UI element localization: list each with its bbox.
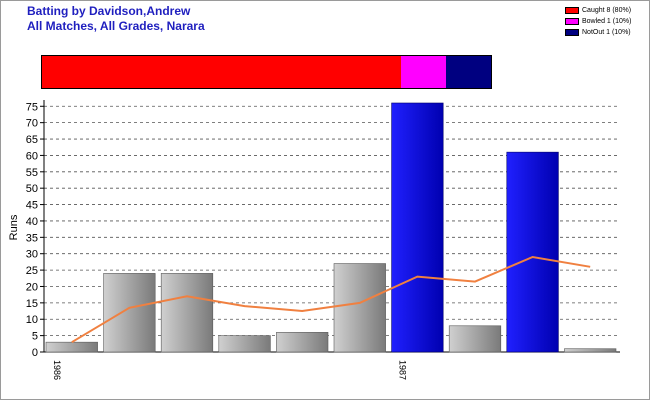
legend-item-notout: NotOut 1 (10%): [565, 27, 631, 37]
y-axis-title: Runs: [8, 214, 20, 240]
y-tick-label: 20: [26, 281, 38, 293]
x-tick-label: 1986: [52, 360, 62, 380]
bar-out: [45, 341, 98, 353]
bar-out: [333, 263, 386, 353]
y-tick-label: 5: [32, 331, 38, 343]
bar-not-out: [391, 102, 444, 353]
bar-out: [564, 348, 617, 353]
y-tick-label: 45: [26, 200, 38, 212]
y-tick-label: 25: [26, 265, 38, 277]
y-tick-label: 15: [26, 298, 38, 310]
legend-label-notout: NotOut 1 (10%): [582, 28, 631, 36]
y-tick-label: 60: [26, 150, 38, 162]
legend-label-caught: Caught 8 (80%): [582, 6, 632, 14]
legend-swatch-caught: [565, 6, 579, 14]
bar-out: [103, 273, 156, 353]
trend-line: [71, 255, 591, 344]
y-tick-label: 75: [26, 101, 38, 113]
legend-item-caught: Caught 8 (80%): [565, 5, 631, 15]
legend-swatch-notout: [565, 28, 579, 36]
legend-label-bowled: Bowled 1 (10%): [582, 17, 632, 25]
bar-not-out: [506, 151, 559, 353]
bar-out: [160, 273, 214, 353]
y-tick-label: 50: [26, 183, 38, 195]
y-tick-label: 55: [26, 167, 38, 179]
dismissal-segment-caught: [42, 56, 402, 88]
dismissal-bar: [41, 55, 492, 89]
chart-title: Batting by Davidson,Andrew: [27, 4, 191, 18]
y-tick-label: 40: [26, 216, 38, 228]
y-tick-label: 30: [26, 249, 38, 261]
y-tick-label: 35: [26, 232, 38, 244]
bar-out: [448, 325, 502, 353]
y-tick-label: 10: [26, 314, 38, 326]
legend-swatch-bowled: [565, 17, 579, 25]
x-tick-label: 1987: [398, 360, 408, 380]
y-tick-label: 70: [26, 118, 38, 130]
dismissal-segment-bowled: [401, 56, 447, 88]
legend-item-bowled: Bowled 1 (10%): [565, 16, 631, 26]
dismissal-segment-notout: [446, 56, 491, 88]
legend: Caught 8 (80%) Bowled 1 (10%) NotOut 1 (…: [565, 5, 631, 38]
y-tick-label: 65: [26, 134, 38, 146]
chart-subtitle: All Matches, All Grades, Narara: [27, 19, 205, 33]
y-tick-label: 0: [32, 347, 38, 359]
bar-out: [218, 335, 271, 353]
bar-out: [276, 332, 329, 353]
